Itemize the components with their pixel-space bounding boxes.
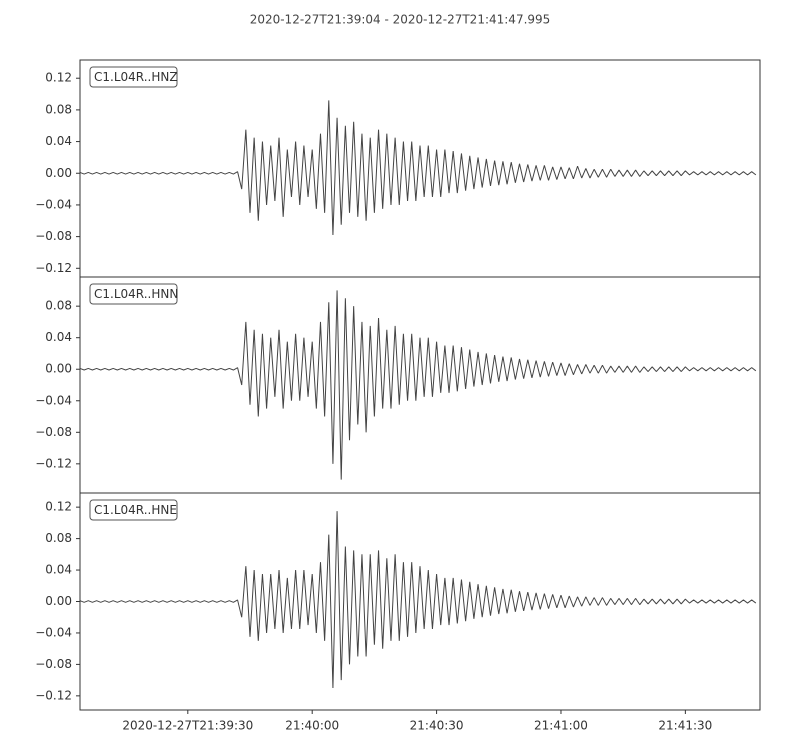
x-tick-label: 2020-12-27T21:39:30 (122, 719, 253, 733)
y-tick-label: 0.04 (45, 330, 72, 344)
y-tick-label: 0.08 (45, 531, 72, 545)
y-tick-label: −0.04 (35, 197, 72, 211)
waveform (79, 100, 757, 236)
y-tick-label: 0.08 (45, 299, 72, 313)
y-tick-label: 0.00 (45, 362, 72, 376)
y-tick-label: 0.00 (45, 594, 72, 608)
waveform (79, 290, 757, 480)
chart-title: 2020-12-27T21:39:04 - 2020-12-27T21:41:4… (250, 13, 551, 27)
waveform (79, 511, 757, 689)
trace-label-box (89, 66, 178, 88)
y-tick-label: 0.08 (45, 102, 72, 116)
y-tick-label: 0.12 (45, 71, 72, 85)
trace-label: C1.L04R..HNE (94, 503, 177, 517)
y-tick-label: −0.04 (35, 393, 72, 407)
x-tick-label: 21:40:00 (285, 719, 339, 733)
panel-frame (79, 276, 761, 494)
y-tick-label: −0.12 (35, 261, 72, 275)
trace-label: C1.L04R..HNN (94, 287, 178, 301)
x-tick-label: 21:41:30 (658, 719, 712, 733)
trace-label-box (89, 499, 178, 521)
y-tick-label: 0.04 (45, 563, 72, 577)
y-tick-label: −0.04 (35, 625, 72, 639)
y-tick-label: 0.12 (45, 500, 72, 514)
y-tick-label: 0.00 (45, 166, 72, 180)
x-tick-label: 21:40:30 (410, 719, 464, 733)
y-tick-label: −0.08 (35, 425, 72, 439)
y-tick-label: 0.04 (45, 134, 72, 148)
y-tick-label: −0.12 (35, 688, 72, 702)
trace-label-box (89, 283, 178, 305)
y-tick-label: −0.12 (35, 456, 72, 470)
trace-label: C1.L04R..HNZ (94, 70, 178, 84)
panel-frame (79, 59, 761, 278)
y-tick-label: −0.08 (35, 229, 72, 243)
x-tick-label: 21:41:00 (534, 719, 588, 733)
y-tick-label: −0.08 (35, 657, 72, 671)
